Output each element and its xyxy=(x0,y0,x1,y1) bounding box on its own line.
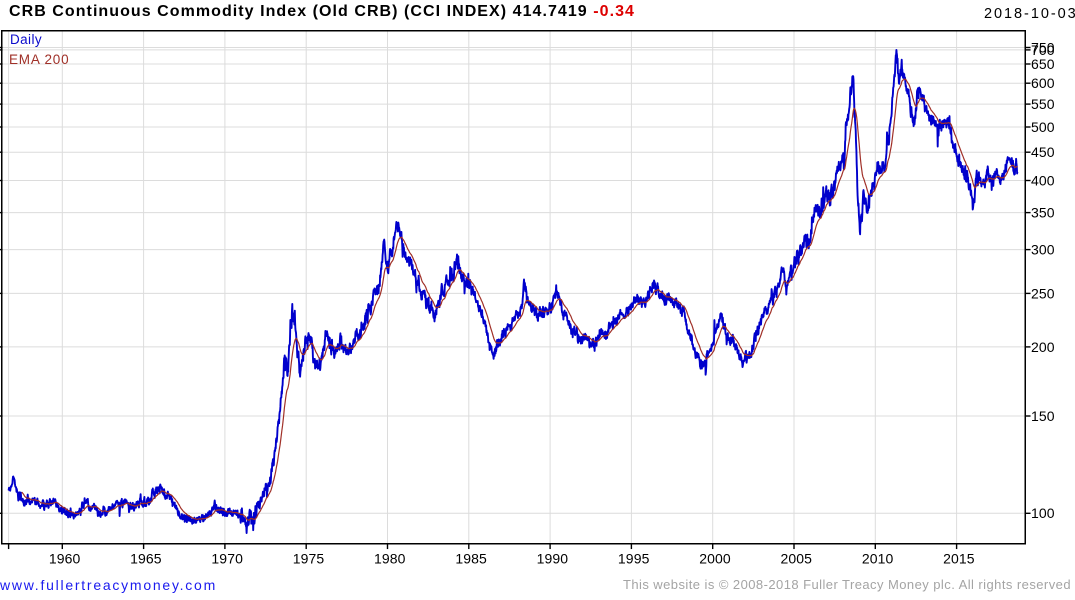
svg-text:200: 200 xyxy=(1031,339,1055,355)
svg-text:550: 550 xyxy=(1031,96,1055,112)
svg-text:2015: 2015 xyxy=(943,550,975,566)
svg-text:250: 250 xyxy=(1031,285,1055,301)
svg-text:700: 700 xyxy=(1031,42,1055,58)
svg-text:Daily: Daily xyxy=(10,32,42,47)
svg-text:EMA 200: EMA 200 xyxy=(9,52,69,67)
svg-text:2000: 2000 xyxy=(699,550,731,566)
svg-text:2005: 2005 xyxy=(781,550,813,566)
svg-text:100: 100 xyxy=(1031,505,1055,521)
svg-text:1970: 1970 xyxy=(211,550,243,566)
svg-text:300: 300 xyxy=(1031,242,1055,258)
svg-text:1975: 1975 xyxy=(293,550,325,566)
svg-text:750: 750 xyxy=(1031,39,1055,55)
svg-text:600: 600 xyxy=(1031,75,1055,91)
svg-text:1960: 1960 xyxy=(49,550,81,566)
svg-text:2010: 2010 xyxy=(862,550,894,566)
svg-text:1965: 1965 xyxy=(130,550,162,566)
svg-text:400: 400 xyxy=(1031,172,1055,188)
svg-text:1980: 1980 xyxy=(374,550,406,566)
svg-text:150: 150 xyxy=(1031,408,1055,424)
svg-text:450: 450 xyxy=(1031,144,1055,160)
svg-text:1995: 1995 xyxy=(618,550,650,566)
svg-text:350: 350 xyxy=(1031,205,1055,221)
svg-text:1985: 1985 xyxy=(455,550,487,566)
svg-text:500: 500 xyxy=(1031,119,1055,135)
svg-text:650: 650 xyxy=(1031,56,1055,72)
svg-text:1990: 1990 xyxy=(537,550,569,566)
